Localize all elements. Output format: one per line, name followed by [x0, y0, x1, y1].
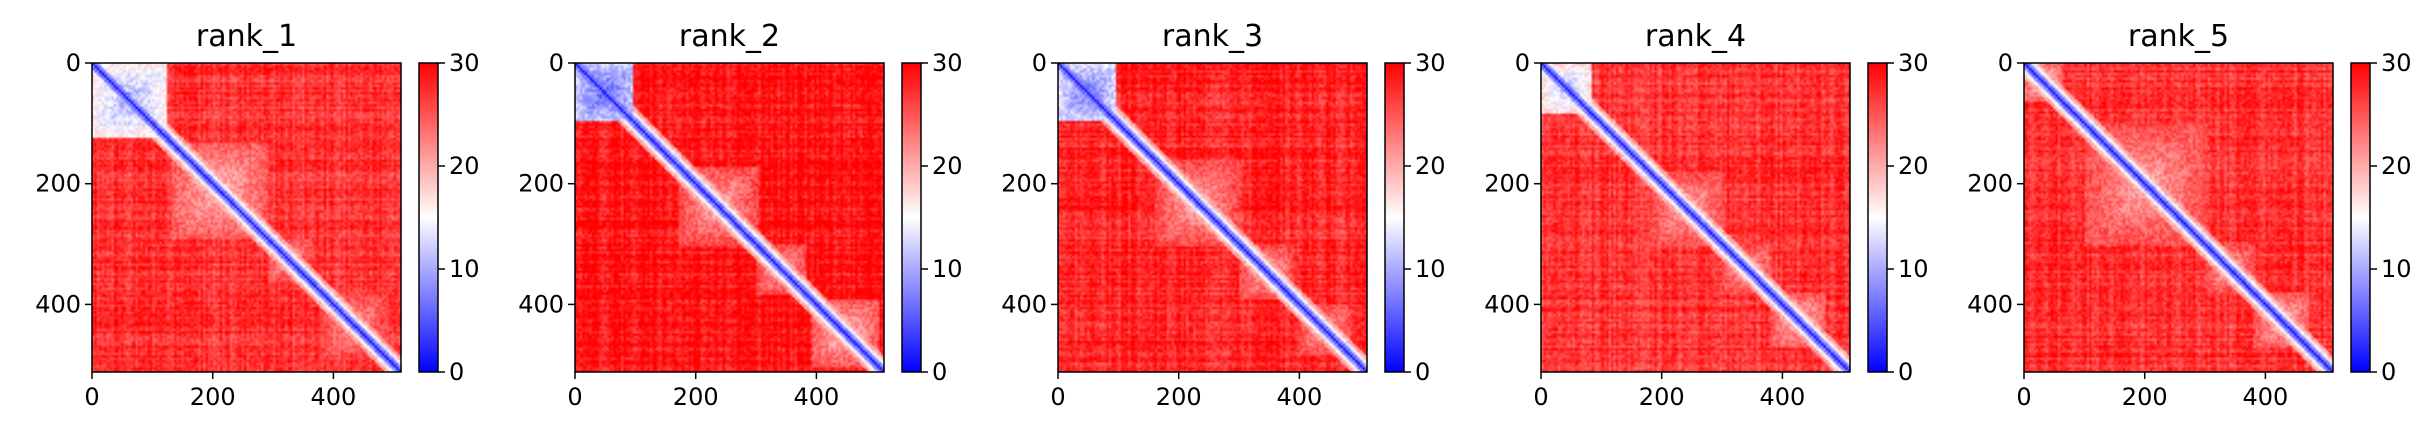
x-tick-label: 0 — [1050, 383, 1065, 411]
colorbar-frame — [418, 62, 439, 373]
x-tick-label: 0 — [84, 383, 99, 411]
x-tick-label: 400 — [2243, 383, 2289, 411]
x-tick-label: 0 — [567, 383, 582, 411]
colorbar-tick-label: 20 — [449, 152, 480, 180]
colorbar-tick-label: 10 — [932, 255, 963, 283]
colorbar-tick-label: 10 — [1415, 255, 1446, 283]
x-tick-label: 200 — [1156, 383, 1202, 411]
y-tick-label: 0 — [1032, 49, 1047, 77]
x-tick-label: 200 — [190, 383, 236, 411]
x-tick-label: 400 — [1760, 383, 1806, 411]
colorbar-tick-label: 30 — [1898, 49, 1929, 77]
y-tick-label: 200 — [1001, 170, 1047, 198]
colorbar-tick-label: 20 — [932, 152, 963, 180]
heatmap-image — [1058, 63, 1367, 372]
axes-frame — [1540, 62, 1851, 373]
colorbar-frame — [1384, 62, 1405, 373]
x-tick-label: 400 — [1277, 383, 1323, 411]
x-tick-label: 200 — [2122, 383, 2168, 411]
heatmap-panel-5: rank_5 0 200 400 0 200 400 0 10 20 30 — [1967, 19, 2411, 411]
x-tick-label: 200 — [1639, 383, 1685, 411]
panel-title: rank_5 — [2128, 19, 2229, 54]
axes-frame — [1057, 62, 1368, 373]
y-tick-label: 400 — [518, 290, 564, 318]
colorbar-tick-label: 0 — [1415, 358, 1430, 386]
colorbar-tick-label: 10 — [2381, 255, 2412, 283]
y-tick-label: 200 — [35, 170, 81, 198]
panel-title: rank_4 — [1645, 19, 1746, 54]
colorbar-tick-label: 0 — [932, 358, 947, 386]
x-tick-label: 400 — [311, 383, 357, 411]
colorbar-tick-label: 0 — [449, 358, 464, 386]
colorbar-tick-label: 0 — [1898, 358, 1913, 386]
y-tick-label: 400 — [1484, 290, 1530, 318]
x-tick-label: 0 — [1533, 383, 1548, 411]
panel-title: rank_1 — [196, 19, 297, 54]
y-tick-label: 0 — [66, 49, 81, 77]
axes-frame — [91, 62, 402, 373]
colorbar-tick-label: 0 — [2381, 358, 2396, 386]
colorbar-tick-label: 20 — [1415, 152, 1446, 180]
y-tick-label: 200 — [518, 170, 564, 198]
panel-title: rank_2 — [679, 19, 780, 54]
colorbar — [419, 63, 438, 372]
heatmap-panel-2: rank_2 0 200 400 0 200 400 0 10 20 30 — [518, 19, 962, 411]
y-tick-label: 400 — [1967, 290, 2013, 318]
heatmap-image — [575, 63, 884, 372]
axes-frame — [2023, 62, 2334, 373]
axes-frame — [574, 62, 885, 373]
y-tick-label: 400 — [1001, 290, 1047, 318]
colorbar-tick-label: 30 — [932, 49, 963, 77]
heatmap-panel-4: rank_4 0 200 400 0 200 400 0 10 20 30 — [1484, 19, 1928, 411]
heatmap-image — [92, 63, 401, 372]
heatmap-panel-1: rank_1 0 200 400 0 200 400 0 10 20 30 — [35, 19, 479, 411]
colorbar-tick-label: 20 — [2381, 152, 2412, 180]
heatmap-image — [1541, 63, 1850, 372]
heatmap-panel-3: rank_3 0 200 400 0 200 400 0 10 20 30 — [1001, 19, 1445, 411]
colorbar-frame — [901, 62, 922, 373]
y-tick-label: 200 — [1967, 170, 2013, 198]
colorbar-tick-label: 10 — [1898, 255, 1929, 283]
colorbar-frame — [2350, 62, 2371, 373]
x-tick-label: 400 — [794, 383, 840, 411]
colorbar — [2351, 63, 2370, 372]
colorbar-tick-label: 20 — [1898, 152, 1929, 180]
colorbar-tick-label: 30 — [2381, 49, 2412, 77]
colorbar-frame — [1867, 62, 1888, 373]
colorbar-tick-label: 30 — [449, 49, 480, 77]
colorbar — [902, 63, 921, 372]
colorbar-tick-label: 30 — [1415, 49, 1446, 77]
colorbar — [1868, 63, 1887, 372]
heatmap-image — [2024, 63, 2333, 372]
x-tick-label: 200 — [673, 383, 719, 411]
y-tick-label: 400 — [35, 290, 81, 318]
y-tick-label: 0 — [549, 49, 564, 77]
colorbar-tick-label: 10 — [449, 255, 480, 283]
colorbar — [1385, 63, 1404, 372]
y-tick-label: 0 — [1515, 49, 1530, 77]
y-tick-label: 0 — [1998, 49, 2013, 77]
panel-title: rank_3 — [1162, 19, 1263, 54]
x-tick-label: 0 — [2016, 383, 2031, 411]
y-tick-label: 200 — [1484, 170, 1530, 198]
